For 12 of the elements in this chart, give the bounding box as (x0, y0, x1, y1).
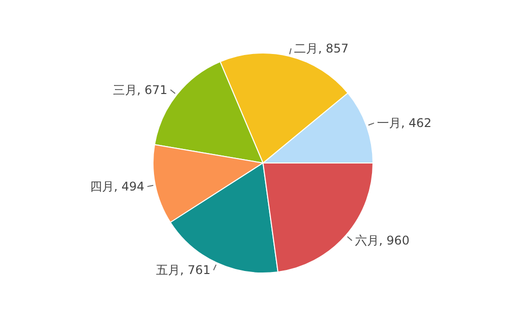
data-label: , 761 (180, 263, 211, 278)
slice-label: 二月 (294, 41, 318, 56)
data-label: , 857 (318, 41, 349, 56)
data-label: , 960 (378, 234, 410, 248)
slice-label: 五月 (156, 263, 180, 278)
slice-label: 三月 (112, 82, 137, 97)
data-label: , 494 (114, 180, 144, 194)
slice-label: 四月 (90, 180, 114, 194)
slice-label: 一月 (377, 116, 402, 130)
slice-label: 六月 (354, 234, 379, 248)
data-label: , 462 (401, 116, 432, 130)
data-label: , 671 (136, 82, 168, 97)
